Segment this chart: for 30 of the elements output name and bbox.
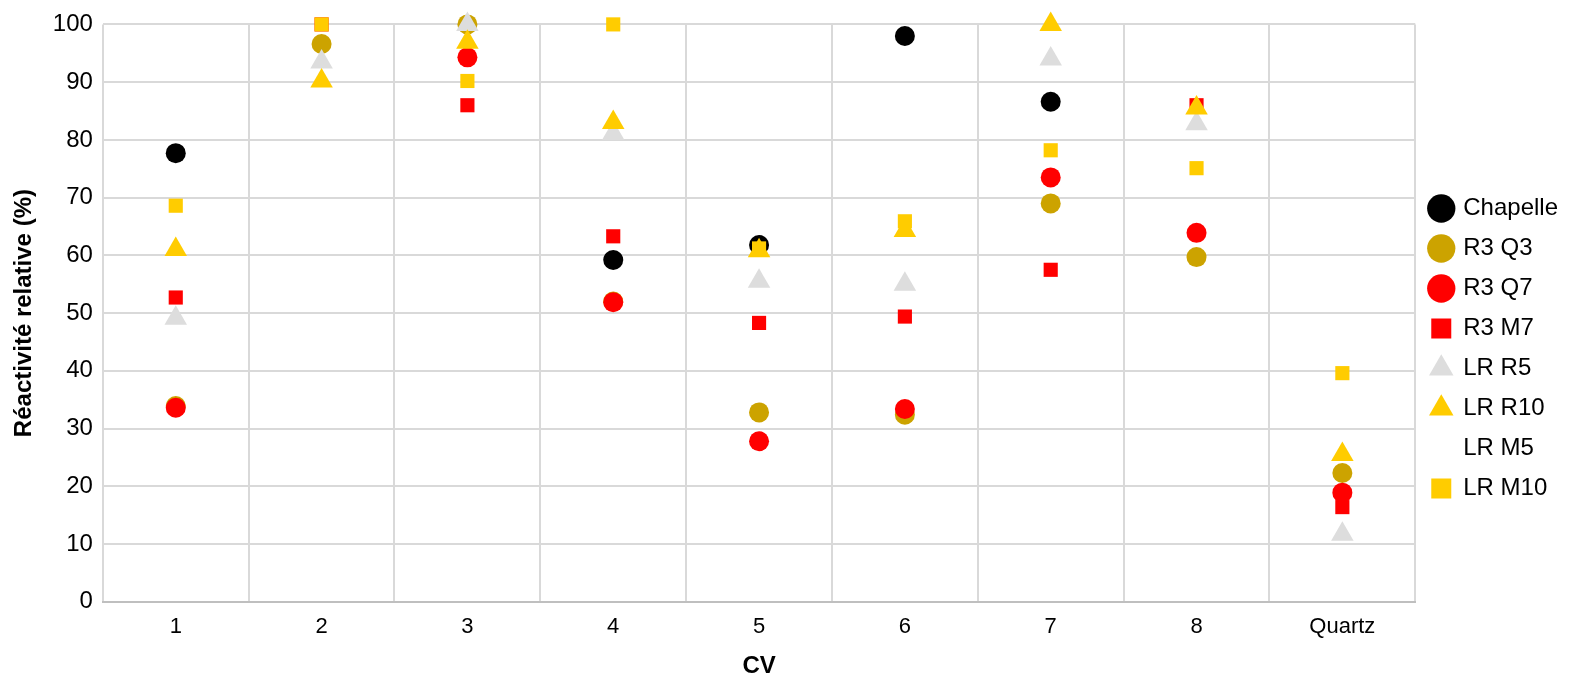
y-tick-label: 50 [66, 297, 93, 325]
x-tick-label: 1 [169, 613, 182, 639]
legend-label: LR M10 [1463, 473, 1548, 501]
y-tick-label: 60 [66, 239, 93, 267]
legend-label: LR R10 [1463, 393, 1545, 421]
legend-label: R3 Q3 [1463, 233, 1533, 261]
y-tick-label: 80 [66, 124, 93, 152]
y-tick-label: 100 [52, 9, 93, 37]
y-tick-label: 20 [66, 470, 93, 498]
x-tick-label: 3 [461, 613, 474, 639]
x-tick-label: Quartz [1309, 613, 1376, 639]
x-tick-label: 2 [315, 613, 328, 639]
y-tick-label: 40 [66, 355, 93, 383]
y-tick-label: 30 [66, 413, 93, 441]
legend-label: Chapelle [1463, 193, 1558, 221]
y-tick-label: 70 [66, 182, 93, 210]
legend-label: LR R5 [1463, 353, 1532, 381]
text: LR M5 [1463, 433, 1534, 461]
y-tick-label: 10 [66, 528, 93, 556]
y-axis-title: Réactivité relative (%) [9, 189, 37, 438]
x-tick-label: 6 [898, 613, 911, 639]
x-tick-label: 8 [1190, 613, 1203, 639]
x-tick-label: 4 [607, 613, 620, 639]
x-axis-title: CV [742, 651, 776, 679]
y-tick-label: 90 [66, 66, 93, 94]
legend-label: R3 M7 [1463, 313, 1534, 341]
legend-label: R3 Q7 [1463, 273, 1533, 301]
y-tick-label: 0 [79, 586, 93, 614]
x-tick-label: 7 [1044, 613, 1057, 639]
x-tick-label: 5 [752, 613, 766, 639]
